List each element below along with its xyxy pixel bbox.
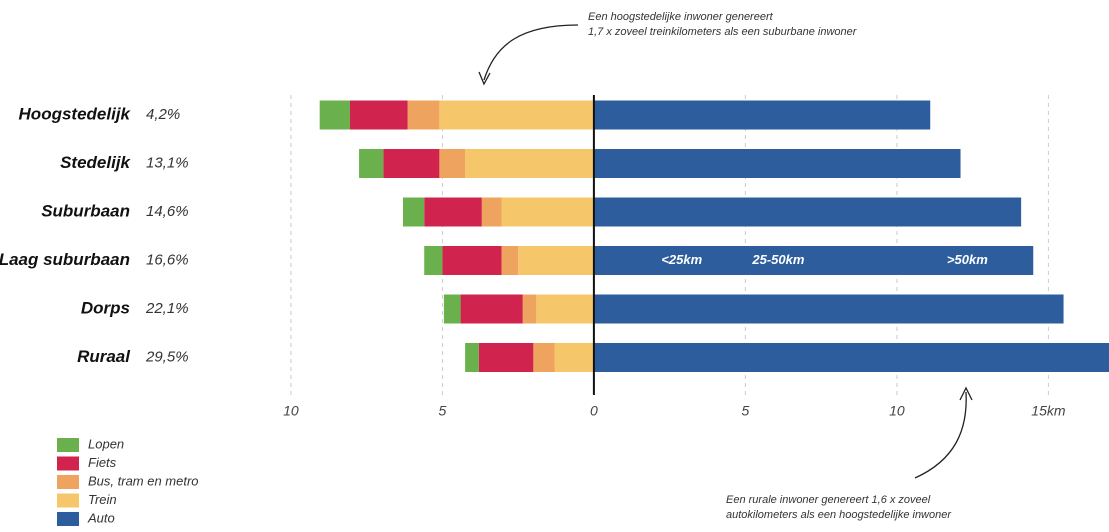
legend-label: Trein xyxy=(88,492,117,507)
arrow xyxy=(483,24,579,81)
x-tick-label: 5 xyxy=(742,403,750,419)
category-label: Ruraal xyxy=(77,347,131,366)
category-label: Hoogstedelijk xyxy=(19,104,132,123)
legend-swatch xyxy=(57,438,79,452)
bar-segment xyxy=(383,149,440,178)
bar-segment xyxy=(536,294,594,324)
x-tick-label: 5 xyxy=(439,403,447,419)
segment-label: >50km xyxy=(947,252,988,267)
bar-segment xyxy=(460,294,523,324)
share-label: 29,5% xyxy=(145,348,189,365)
category-label: Stedelijk xyxy=(60,153,131,172)
bar-segment xyxy=(439,100,594,130)
bar-segment xyxy=(465,149,594,178)
bar-segment xyxy=(403,197,425,227)
annotation: 1,7 x zoveel treinkilometers als een sub… xyxy=(588,26,858,38)
share-label: 4,2% xyxy=(146,106,180,123)
bar-segment xyxy=(424,246,443,275)
share-label: 22,1% xyxy=(145,300,189,317)
bar-segment xyxy=(593,246,1034,275)
legend-label: Fiets xyxy=(88,455,117,470)
annotation: autokilometers als een hoogstedelijke in… xyxy=(726,509,952,521)
bar-segment xyxy=(481,197,502,227)
segment-label: <25km xyxy=(661,252,702,267)
bar-segment xyxy=(349,100,408,130)
bar-segment xyxy=(518,246,594,275)
arrow-head xyxy=(478,71,491,86)
x-tick-label: 10 xyxy=(889,403,905,419)
bar-segment xyxy=(478,343,534,372)
category-label: Laag suburbaan xyxy=(0,250,130,269)
bar-segment xyxy=(533,343,555,372)
share-label: 14,6% xyxy=(146,203,189,220)
bar-segment xyxy=(465,343,479,372)
bar-segment xyxy=(443,294,461,324)
legend-swatch xyxy=(57,512,79,526)
bar-segment xyxy=(593,294,1064,324)
legend-swatch xyxy=(57,475,79,489)
bar-segment xyxy=(407,100,440,130)
arrow-head xyxy=(959,386,973,401)
bar-segment xyxy=(593,197,1022,227)
bar-segment xyxy=(319,100,350,130)
legend-swatch xyxy=(57,493,79,508)
share-label: 16,6% xyxy=(146,251,189,268)
bar-segment xyxy=(593,100,931,130)
legend-label: Lopen xyxy=(88,436,124,451)
annotation: Een hoogstedelijke inwoner genereert xyxy=(588,11,774,23)
legend-label: Auto xyxy=(87,510,115,525)
bar-segment xyxy=(522,294,537,324)
bar-segment xyxy=(501,197,594,227)
bar-segment xyxy=(554,343,594,372)
bar-segment xyxy=(424,197,482,227)
legend-swatch xyxy=(57,456,79,471)
bar-segment xyxy=(442,246,502,275)
x-tick-label: 10 xyxy=(283,403,299,419)
x-tick-label: 15km xyxy=(1031,403,1066,419)
category-label: Suburbaan xyxy=(41,201,130,220)
bar-segment xyxy=(593,149,961,178)
x-tick-label: 0 xyxy=(590,403,598,419)
annotation: Een rurale inwoner genereert 1,6 x zovee… xyxy=(726,494,931,506)
share-label: 13,1% xyxy=(146,154,189,171)
legend-label: Bus, tram en metro xyxy=(88,473,199,488)
arrow xyxy=(914,391,967,479)
bar-segment xyxy=(593,343,1109,372)
bar-segment xyxy=(501,246,519,275)
bar-segment xyxy=(439,149,466,178)
bar-segment xyxy=(359,149,384,178)
category-label: Dorps xyxy=(81,298,130,317)
segment-label: 25-50km xyxy=(751,252,804,267)
